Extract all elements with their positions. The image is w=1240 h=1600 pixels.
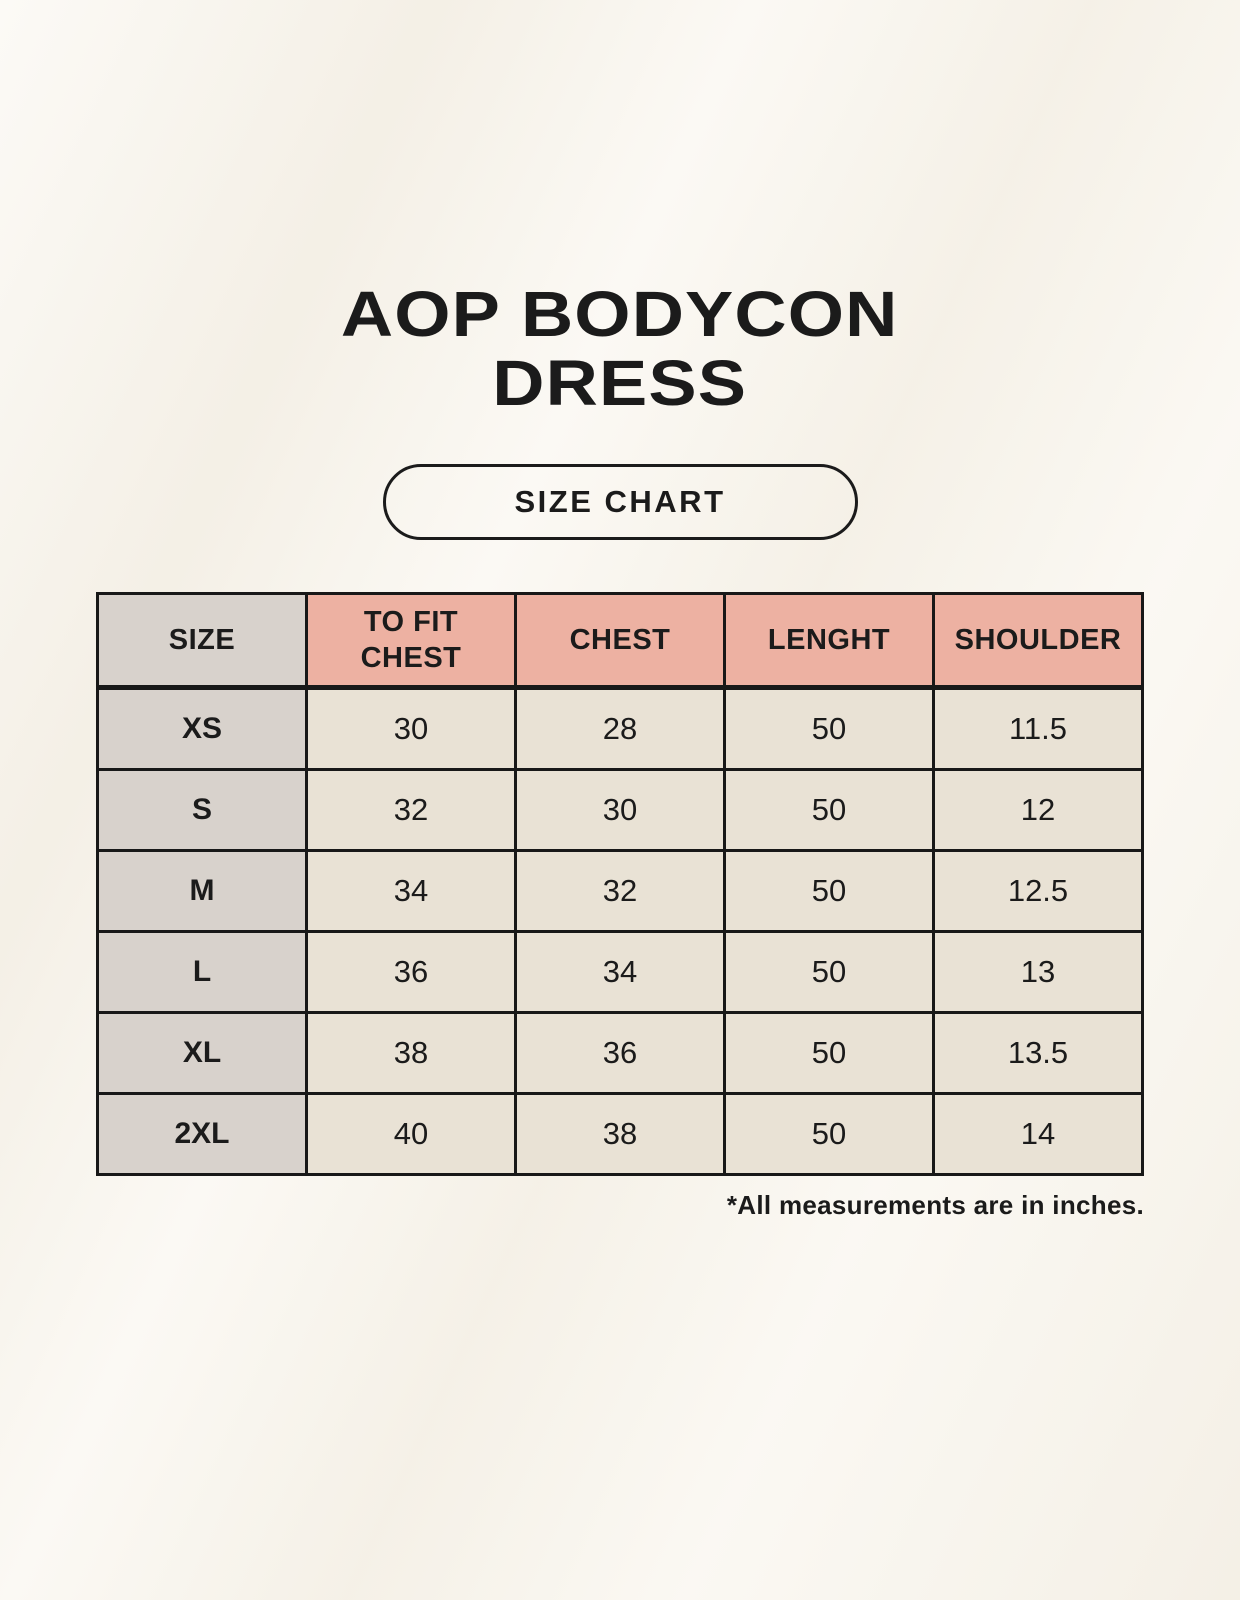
column-header-chest: CHEST: [514, 592, 726, 691]
size-label: 2XL: [96, 1092, 308, 1177]
column-header-size: SIZE: [96, 592, 308, 691]
column-header-lenght: LENGHT: [723, 592, 935, 691]
table-row-m: M 34 32 50 12.5: [96, 849, 1144, 934]
size-label: L: [96, 930, 308, 1015]
shoulder-value: 11.5: [932, 686, 1144, 772]
length-value: 50: [723, 686, 935, 772]
length-value: 50: [723, 930, 935, 1015]
size-label: XS: [96, 686, 308, 772]
length-value: 50: [723, 768, 935, 853]
table-row-2xl: 2XL 40 38 50 14: [96, 1092, 1144, 1177]
size-chart-table: SIZE TO FIT CHEST CHEST LENGHT SHOULDER …: [96, 592, 1144, 1177]
size-label: S: [96, 768, 308, 853]
size-chart-page: AOP BODYCON DRESS SIZE CHART SIZE TO FIT…: [96, 278, 1144, 1221]
table-body: XS 30 28 50 11.5 S 32 30 50 12 M 34 32 5…: [96, 686, 1144, 1177]
to-fit-chest-value: 40: [305, 1092, 517, 1177]
to-fit-chest-value: 38: [305, 1011, 517, 1096]
page-title-line1: AOP BODYCON: [341, 278, 899, 350]
to-fit-chest-value: 36: [305, 930, 517, 1015]
chest-value: 28: [514, 686, 726, 772]
length-value: 50: [723, 849, 935, 934]
size-chart-badge: SIZE CHART: [382, 464, 858, 541]
size-label: XL: [96, 1011, 308, 1096]
shoulder-value: 12.5: [932, 849, 1144, 934]
size-label: M: [96, 849, 308, 934]
table-row-l: L 36 34 50 13: [96, 930, 1144, 1015]
chest-value: 38: [514, 1092, 726, 1177]
shoulder-value: 12: [932, 768, 1144, 853]
chest-value: 30: [514, 768, 726, 853]
to-fit-chest-value: 30: [305, 686, 517, 772]
shoulder-value: 13.5: [932, 1011, 1144, 1096]
length-value: 50: [723, 1011, 935, 1096]
chest-value: 32: [514, 849, 726, 934]
table-row-s: S 32 30 50 12: [96, 768, 1144, 853]
to-fit-chest-value: 34: [305, 849, 517, 934]
chest-value: 36: [514, 1011, 726, 1096]
shoulder-value: 14: [932, 1092, 1144, 1177]
table-row-xl: XL 38 36 50 13.5: [96, 1011, 1144, 1096]
column-header-to-fit-chest: TO FIT CHEST: [305, 592, 517, 691]
page-title: AOP BODYCON DRESS: [341, 278, 899, 420]
length-value: 50: [723, 1092, 935, 1177]
measurements-footnote: *All measurements are in inches.: [726, 1190, 1144, 1221]
table-header: SIZE TO FIT CHEST CHEST LENGHT SHOULDER: [96, 592, 1144, 691]
table-row-xs: XS 30 28 50 11.5: [96, 686, 1144, 772]
chest-value: 34: [514, 930, 726, 1015]
size-chart-badge-label: SIZE CHART: [514, 484, 726, 520]
page-title-line2: DRESS: [492, 347, 748, 420]
column-header-shoulder: SHOULDER: [932, 592, 1144, 691]
to-fit-chest-value: 32: [305, 768, 517, 853]
header-row: SIZE TO FIT CHEST CHEST LENGHT SHOULDER: [96, 592, 1144, 691]
shoulder-value: 13: [932, 930, 1144, 1015]
